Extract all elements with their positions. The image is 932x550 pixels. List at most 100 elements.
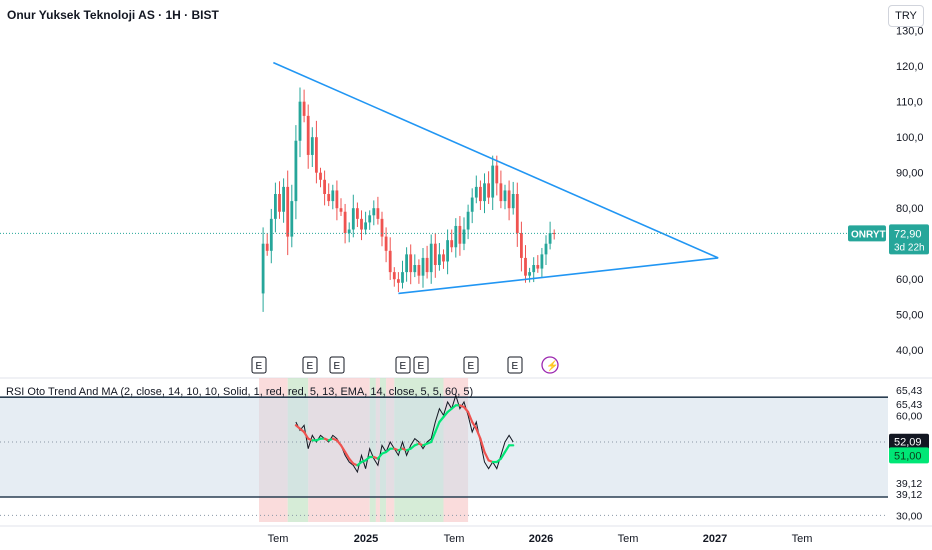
earnings-marker-label: E xyxy=(468,361,475,372)
candle-body xyxy=(483,183,486,202)
candle-body xyxy=(515,194,519,234)
candle-body xyxy=(458,225,462,244)
candle-body xyxy=(294,140,298,202)
indicator-title[interactable]: RSI Oto Trend And MA (2, close, 14, 10, … xyxy=(6,386,474,398)
price-y-tick-label: 60,00 xyxy=(896,274,924,286)
candle-body xyxy=(306,115,310,155)
rsi-y-tick-label: 65,43 xyxy=(896,399,922,411)
rsi-y-tick-label: 65,43 xyxy=(896,385,922,397)
candle-body xyxy=(425,257,429,273)
candle-body xyxy=(269,218,273,251)
candle-body xyxy=(540,254,544,269)
last-price-label: 72,90 xyxy=(894,228,922,240)
candle-body xyxy=(442,254,445,262)
countdown-label: 3d 22h xyxy=(894,242,925,253)
candle-body xyxy=(454,225,458,248)
candle-body xyxy=(360,218,363,230)
earnings-marker xyxy=(251,356,267,374)
candle-body xyxy=(462,229,466,244)
price-y-tick-label: 130,0 xyxy=(896,26,924,38)
candle-body xyxy=(405,254,408,273)
candle-body xyxy=(548,233,552,244)
rsi-y-tick-label: 30,00 xyxy=(896,510,922,522)
chart-title: Onur Yuksek Teknoloji AS · 1H · BIST xyxy=(7,8,219,22)
candle-body xyxy=(286,186,290,237)
rsi-ma-segment xyxy=(499,450,507,460)
earnings-marker xyxy=(463,356,479,374)
time-axis-label: Tem xyxy=(792,533,813,545)
candle-body xyxy=(298,101,302,141)
candle-body xyxy=(450,240,454,248)
candle-body xyxy=(499,183,503,202)
candle-body xyxy=(278,194,281,212)
earnings-marker-label: E xyxy=(418,361,425,372)
candle-body xyxy=(343,211,347,234)
candle-body xyxy=(368,215,372,223)
rsi-ma-segment xyxy=(475,427,482,440)
candle-body xyxy=(470,197,474,212)
candle-body xyxy=(446,240,449,262)
time-axis-label: 2026 xyxy=(529,533,553,545)
candle-body xyxy=(397,279,400,283)
price-y-tick-label: 90,00 xyxy=(896,168,924,180)
candle-body xyxy=(364,222,367,230)
candle-body xyxy=(552,233,556,235)
candle-body xyxy=(487,183,490,198)
candle-body xyxy=(372,208,376,216)
earnings-marker-label: E xyxy=(400,361,407,372)
rsi-y-tick-label: 39,12 xyxy=(896,478,922,490)
candle-body xyxy=(413,265,417,273)
candle-body xyxy=(528,272,531,276)
candle-body xyxy=(417,265,421,276)
currency-button[interactable]: TRY xyxy=(888,5,924,27)
candle-body xyxy=(520,233,523,258)
rsi-ma-segment xyxy=(471,420,478,430)
price-y-tick-label: 40,00 xyxy=(896,345,924,357)
earnings-marker-label: E xyxy=(256,361,263,372)
candle-body xyxy=(261,243,265,294)
candle-body xyxy=(532,265,536,273)
candle-body xyxy=(388,250,392,273)
rsi-ma-segment xyxy=(467,410,474,424)
candle-body xyxy=(421,257,425,276)
rsi-ma-segment xyxy=(479,437,486,454)
earnings-marker xyxy=(507,356,523,374)
candle-body xyxy=(384,236,388,251)
symbol-label: ONRYT xyxy=(851,229,886,240)
triangle-upper-trendline xyxy=(273,61,719,259)
candle-body xyxy=(356,208,359,219)
candle-body xyxy=(380,218,384,237)
candle-body xyxy=(315,137,318,173)
candle-body xyxy=(347,229,351,234)
candle-body xyxy=(351,208,355,230)
earnings-marker xyxy=(329,356,345,374)
candle-body xyxy=(536,265,540,269)
price-y-tick-label: 100,0 xyxy=(896,132,924,144)
candle-body xyxy=(401,272,404,283)
candle-body xyxy=(544,243,548,255)
candle-body xyxy=(302,101,306,116)
rsi-ma-segment xyxy=(303,430,310,440)
candle-body xyxy=(319,172,322,180)
earnings-marker xyxy=(413,356,429,374)
triangle-lower-trendline xyxy=(398,257,719,295)
candle-body xyxy=(327,194,331,202)
rsi-y-tick-label: 39,12 xyxy=(896,489,922,501)
candle-body xyxy=(323,179,326,194)
price-y-tick-label: 80,00 xyxy=(896,203,924,215)
rsi-ma-segment xyxy=(344,450,351,460)
price-y-tick-label: 50,00 xyxy=(896,310,924,322)
earnings-marker xyxy=(395,356,411,374)
rsi-ma-segment xyxy=(434,420,441,434)
candle-body xyxy=(474,186,478,198)
candle-body xyxy=(503,190,507,202)
candle-body xyxy=(290,201,294,237)
time-axis-label: Tem xyxy=(618,533,639,545)
candle-body xyxy=(438,254,441,266)
candle-body xyxy=(392,272,396,280)
candle-body xyxy=(429,243,433,273)
time-axis-label: 2025 xyxy=(354,533,378,545)
time-axis-label: 2027 xyxy=(703,533,727,545)
